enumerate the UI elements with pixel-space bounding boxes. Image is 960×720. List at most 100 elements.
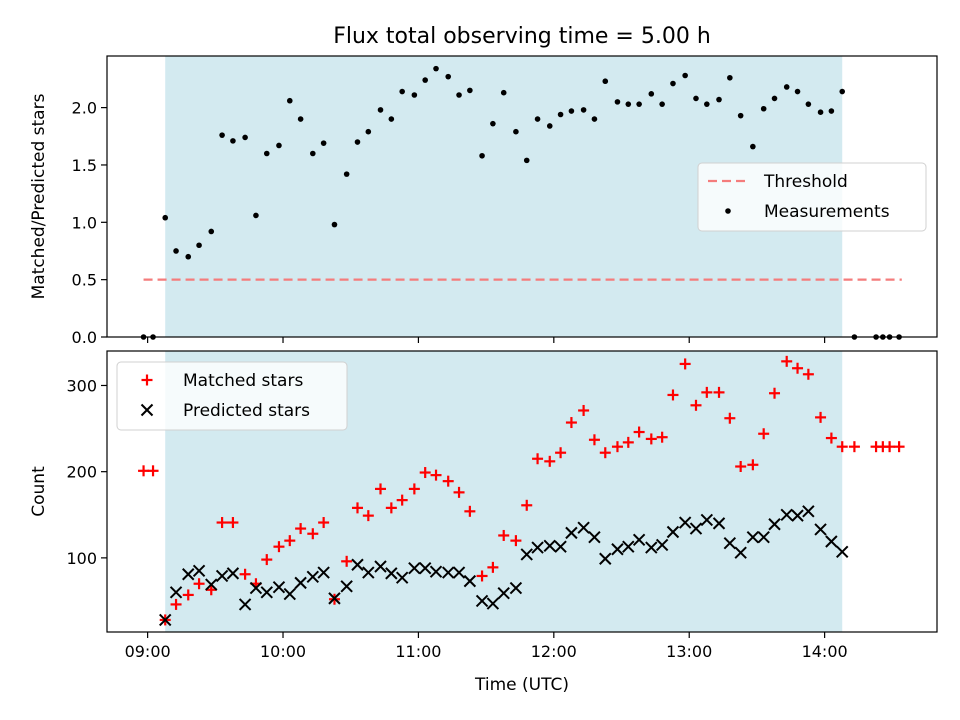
measurement-point (377, 107, 384, 113)
matched-star-point (747, 459, 759, 471)
matched-star-point (385, 502, 397, 514)
measurement-point (794, 88, 801, 95)
matched-star-point (565, 417, 577, 429)
matched-star-point (781, 355, 793, 367)
y-tick-label: 300 (66, 376, 97, 395)
measurement-point (580, 107, 587, 113)
x-b (689, 522, 703, 535)
predicted-star-point (272, 580, 286, 594)
measurement-point (670, 80, 676, 87)
measurement-point (354, 139, 361, 145)
matched-star-point (588, 434, 600, 446)
measurement-point (276, 142, 282, 149)
measurement-point (704, 101, 710, 107)
measurement-point (591, 116, 598, 122)
x-b (215, 569, 229, 583)
matched-star-point (713, 386, 725, 398)
predicted-star-point (734, 546, 747, 559)
x-tick-label: 11:00 (395, 642, 441, 661)
matched-star-point (138, 465, 150, 477)
matched-star-point (147, 465, 159, 477)
x-tick-label: 12:00 (531, 642, 577, 661)
predicted-star-point (611, 543, 624, 556)
y-tick-label: 1.5 (72, 156, 97, 175)
axes-frame (106, 55, 938, 338)
x-b (226, 567, 240, 580)
legend-box (697, 162, 927, 232)
x-b (746, 530, 760, 544)
x-b (294, 576, 307, 590)
measurement-point (286, 97, 293, 104)
x-b (249, 581, 263, 595)
matched-star-point (227, 517, 239, 529)
measurement-point (828, 108, 835, 114)
x-b (452, 566, 466, 579)
measurement-point (263, 150, 270, 157)
x-b (306, 570, 320, 584)
predicted-star-point (159, 613, 172, 627)
x-b (442, 566, 455, 579)
legend-handle (141, 374, 153, 386)
legend: Threshold Measurements (697, 162, 927, 232)
x-b (611, 543, 624, 556)
predicted-star-point (509, 581, 523, 595)
matched-star-point (532, 453, 544, 465)
measurement-point (479, 152, 485, 159)
predicted-star-point (554, 540, 567, 553)
measurement-point (839, 88, 846, 95)
legend: Matched stars Predicted stars (116, 361, 348, 431)
predicted-star-point (588, 530, 601, 544)
x-b (836, 545, 849, 559)
predicted-star-point (780, 508, 793, 521)
matched-star-point (599, 447, 611, 459)
measurement-point (253, 212, 259, 219)
measurement-point (636, 101, 642, 107)
predicted-star-point (260, 586, 273, 599)
predicted-star-point (294, 576, 307, 590)
x-b (599, 552, 612, 565)
predicted-star-point (689, 522, 703, 535)
matched-star-point (802, 368, 814, 380)
measurement-point (602, 78, 609, 85)
predicted-star-point (700, 513, 714, 527)
legend-label: Threshold (763, 172, 848, 192)
matched-star-point (362, 510, 374, 522)
matched-star-point (273, 541, 285, 553)
matched-star-point (611, 441, 623, 453)
count-panel: 100 200 300 09:00 10:00 11:00 12:00 13:00 14:00 C… (29, 350, 938, 661)
matched-star-point (261, 554, 273, 566)
measurement-point (196, 242, 202, 249)
predicted-star-point (486, 597, 500, 610)
measurement-point (805, 101, 812, 107)
chart-title: Flux total observing time = 5.00 h (333, 24, 711, 49)
measurement-point (331, 221, 338, 228)
x-tick-label: 09:00 (125, 642, 171, 661)
measurement-point (185, 253, 192, 260)
matched-star-point (544, 455, 556, 467)
x-b (169, 586, 183, 599)
x-b (655, 538, 669, 552)
matched-star-point (205, 584, 217, 596)
measurement-point (513, 128, 519, 135)
predicted-star-point (418, 562, 432, 575)
predicted-star-point (712, 517, 726, 530)
x-b (554, 540, 567, 553)
x-tick-label: 13:00 (666, 642, 712, 661)
legend-handle (140, 403, 154, 417)
x-b (588, 530, 601, 544)
predicted-star-point (362, 566, 375, 579)
y-tick-label: 2.0 (72, 99, 97, 118)
predicted-star-point (565, 526, 578, 540)
matched-star-point (453, 486, 465, 498)
x-b (780, 508, 793, 521)
matched-star-point (216, 517, 228, 529)
x-b (565, 526, 578, 540)
matched-star-point (464, 505, 476, 517)
x-b (700, 513, 714, 527)
x-b (429, 565, 443, 578)
matched-star-point (633, 426, 645, 438)
x-b (385, 567, 398, 580)
matched-star-point (622, 436, 634, 448)
predicted-star-point (814, 523, 827, 536)
predicted-star-point (757, 530, 770, 544)
